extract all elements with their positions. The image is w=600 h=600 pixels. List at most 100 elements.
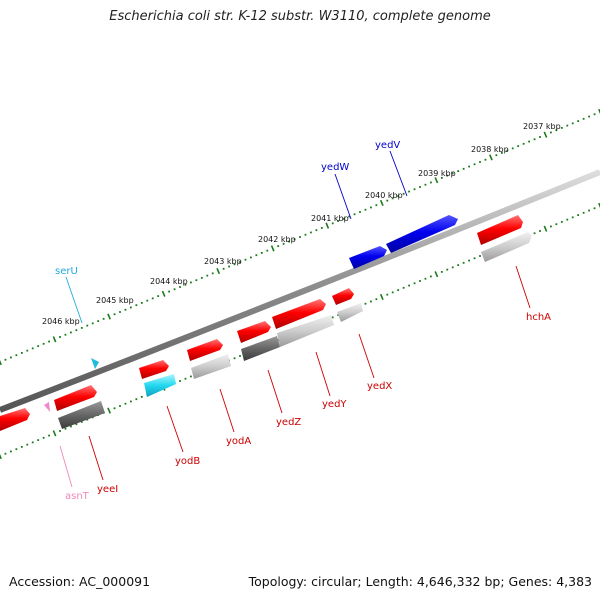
gene-label-serU[interactable]: serU <box>55 266 78 277</box>
outer-track-minor-tick <box>135 304 138 307</box>
gene-label-hchA[interactable]: hchA <box>526 312 551 323</box>
gene-yedX-arrow[interactable] <box>332 288 354 305</box>
gene-yedZ-arrow[interactable] <box>237 321 271 343</box>
outer-track-minor-tick <box>75 329 78 332</box>
outer-track-minor-tick <box>119 311 121 313</box>
inner-track-minor-tick <box>26 443 29 446</box>
outer-track-major-tick <box>434 177 439 184</box>
kbp-label-2045: 2045 kbp <box>96 296 134 305</box>
outer-track-minor-tick <box>20 352 23 354</box>
inner-track-minor-tick <box>408 284 410 287</box>
inner-track-minor-tick <box>277 339 280 341</box>
inner-track-major-tick <box>434 271 439 278</box>
gene-yedY-arrow[interactable] <box>272 299 326 329</box>
inner-track-minor-tick <box>468 259 470 262</box>
kbp-label-2039: 2039 kbp <box>418 169 456 178</box>
outer-track-minor-tick <box>48 340 50 343</box>
gene-hchA-arrow[interactable] <box>477 215 523 245</box>
outer-track-minor-tick <box>250 256 252 259</box>
kbp-label-2042: 2042 kbp <box>258 235 296 244</box>
outer-track-minor-tick <box>533 138 536 141</box>
inner-track-minor-tick <box>15 448 18 451</box>
outer-track-minor-tick <box>70 331 72 334</box>
inner-track-minor-tick <box>473 257 476 260</box>
serU-marker-icon[interactable] <box>91 358 99 369</box>
outer-track-minor-tick <box>304 233 307 236</box>
inner-track-minor-tick <box>555 223 558 226</box>
outer-track-minor-tick <box>282 242 285 245</box>
gene-label-yedZ[interactable]: yedZ <box>276 417 301 428</box>
inner-track-minor-tick <box>440 271 443 273</box>
inner-track-minor-tick <box>413 282 416 285</box>
outer-track-minor-tick <box>168 290 170 293</box>
gene-label-yedW[interactable]: yedW <box>321 162 349 173</box>
outer-track-minor-tick <box>26 349 29 352</box>
outer-track-minor-tick <box>446 174 449 177</box>
gene-yodB-arrow[interactable] <box>139 360 169 379</box>
outer-track-major-tick <box>489 154 493 161</box>
outer-track-major-tick <box>107 313 111 320</box>
outer-track-minor-tick <box>342 217 345 220</box>
gene-label-yedX[interactable]: yedX <box>367 381 392 392</box>
inner-track-major-tick <box>379 293 384 300</box>
gene-yedW-arrow[interactable] <box>349 246 387 269</box>
inner-track-major-tick <box>0 453 2 460</box>
outer-track-minor-tick <box>42 342 45 345</box>
gene-yodA-arrow[interactable] <box>187 339 223 361</box>
genome-summary-text: Topology: circular; Length: 4,646,332 bp… <box>248 574 592 589</box>
outer-track-minor-tick <box>130 306 132 309</box>
outer-track-major-tick <box>216 268 221 275</box>
outer-track-minor-tick <box>560 127 563 129</box>
inner-track-minor-tick <box>239 355 241 357</box>
outer-track-minor-tick <box>102 317 105 320</box>
outer-track-minor-tick <box>430 181 432 184</box>
outer-tick-track <box>0 108 600 366</box>
outer-track-minor-tick <box>200 277 203 279</box>
inner-track-minor-tick <box>31 441 34 444</box>
gene-edge-arrow[interactable] <box>0 408 30 431</box>
inner-track-minor-tick <box>135 398 138 401</box>
outer-track-major-tick <box>270 245 275 252</box>
gene-label-yodB[interactable]: yodB <box>175 456 200 467</box>
inner-track-minor-tick <box>124 402 127 405</box>
gene-label-yodA[interactable]: yodA <box>226 436 251 447</box>
outer-track-major-tick <box>379 199 384 206</box>
inner-track-major-tick <box>598 202 600 209</box>
inner-track-minor-tick <box>233 357 236 360</box>
outer-track-minor-tick <box>315 229 318 232</box>
kbp-label-2040: 2040 kbp <box>365 191 403 200</box>
accession-text: Accession: AC_000091 <box>9 574 151 589</box>
inner-track-minor-tick <box>424 277 427 280</box>
asnT-marker-icon[interactable] <box>44 402 50 412</box>
outer-track-minor-tick <box>80 327 83 329</box>
gene-yedV-arrow[interactable] <box>386 215 458 253</box>
gene-label-yedY[interactable]: yedY <box>322 399 347 410</box>
outer-track-minor-tick <box>190 281 192 284</box>
gene-label-yeeI[interactable]: yeeI <box>97 484 118 495</box>
kbp-label-2044: 2044 kbp <box>150 277 188 286</box>
gene-label-yedV[interactable]: yedV <box>375 140 400 151</box>
outer-track-minor-tick <box>97 320 100 322</box>
gene-label-group: hchA yedX yedY yedZ yodA yodB yeeI asnT … <box>55 140 551 502</box>
outer-track-minor-tick <box>397 195 400 197</box>
inner-track-minor-tick <box>391 291 394 294</box>
gene-label-asnT[interactable]: asnT <box>65 491 90 502</box>
inner-track-minor-tick <box>140 396 143 398</box>
inner-track-major-tick <box>107 407 111 414</box>
kbp-label-2038: 2038 kbp <box>471 145 509 154</box>
outer-track-minor-tick <box>528 140 530 143</box>
outer-track-minor-tick <box>571 122 574 125</box>
inner-track-minor-tick <box>397 289 400 291</box>
inner-track-minor-tick <box>577 214 580 216</box>
inner-track-major-tick <box>52 430 57 437</box>
inner-track-minor-tick <box>75 423 78 426</box>
outer-track-minor-tick <box>375 204 378 207</box>
outer-track-minor-tick <box>582 117 585 120</box>
inner-track-minor-tick <box>533 232 536 235</box>
outer-track-minor-tick <box>593 113 596 116</box>
outer-track-minor-tick <box>91 322 94 325</box>
outer-track-minor-tick <box>413 188 416 191</box>
gene-yeeI-arrow[interactable] <box>54 385 97 411</box>
inner-track-minor-tick <box>337 314 340 316</box>
